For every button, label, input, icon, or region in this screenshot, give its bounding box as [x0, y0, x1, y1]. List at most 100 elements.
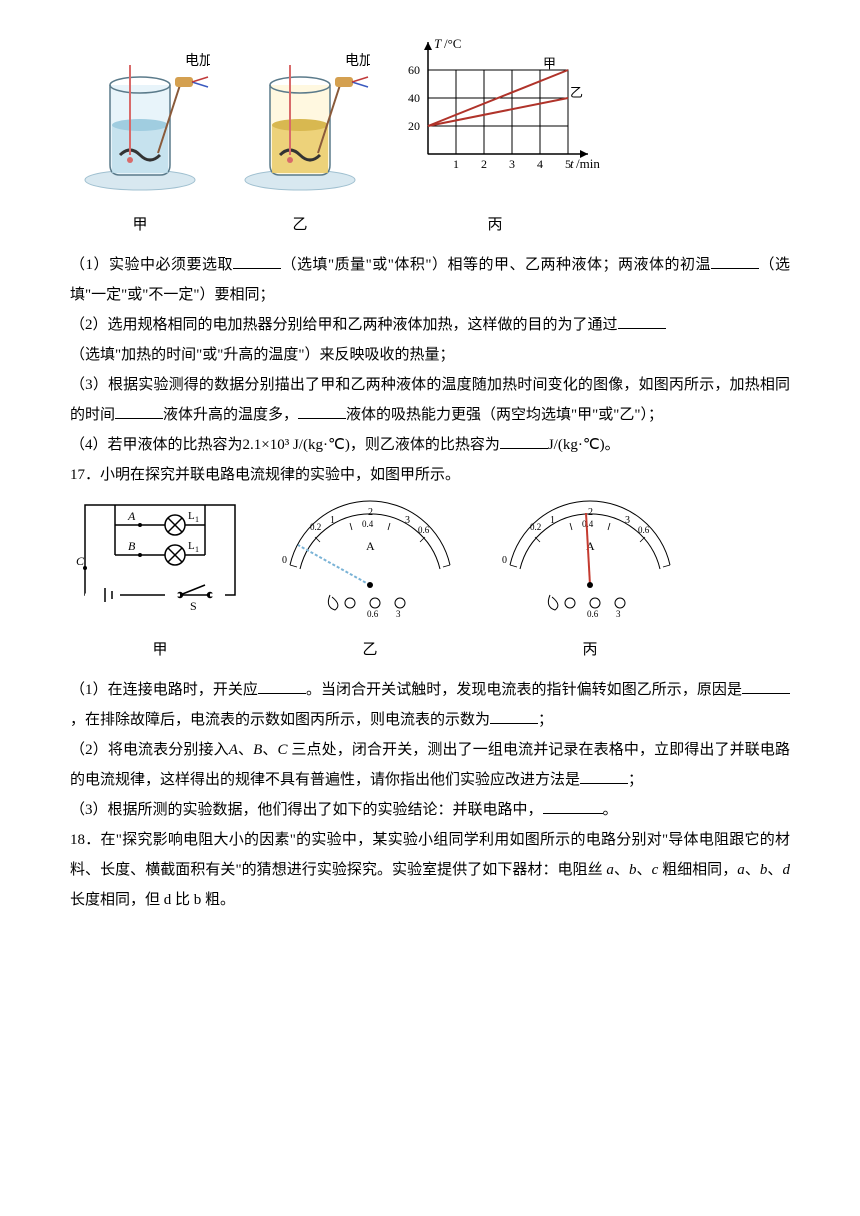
meter-yi-svg: 0 1 0.2 2 0.4 3 0.6 A 0.6 3 [270, 490, 470, 620]
q16-3b: 液体升高的温度多， [163, 407, 298, 423]
svg-text:3: 3 [509, 157, 515, 171]
meter-yi-label: 乙 [270, 635, 470, 665]
beaker-jia-label: 甲 [70, 210, 210, 240]
beaker-jia-svg: 电加热器 [70, 35, 210, 195]
q16-figures: 电加热器 甲 电加热器 乙 [70, 30, 790, 240]
blank[interactable] [742, 678, 790, 694]
beaker-yi-svg: 电加热器 [230, 35, 370, 195]
meter-bing-label: 丙 [490, 635, 690, 665]
q16-2b: （选填"加热的时间"或"升高的温度"）来反映吸收的热量； [70, 347, 455, 363]
q17-1c: ，在排除故障后，电流表的示数如图丙所示，则电流表的示数为 [70, 712, 490, 728]
svg-text:0.4: 0.4 [362, 519, 374, 529]
svg-text:S: S [190, 599, 197, 613]
svg-text:4: 4 [537, 157, 543, 171]
q16-4: （4）若甲液体的比热容为2.1×10³ J/(kg·℃)，则乙液体的比热容为J/… [70, 430, 790, 460]
blank[interactable] [115, 403, 163, 419]
svg-text:甲: 甲 [543, 56, 556, 71]
q16-3c: 液体的吸热能力更强（两空均选填"甲"或"乙"）； [346, 407, 663, 423]
svg-text:C: C [76, 554, 85, 568]
svg-text:3: 3 [396, 609, 401, 619]
blank[interactable] [490, 708, 538, 724]
graph-bing-figure: 20 40 60 1 2 3 4 5 T /°C t /min 甲 乙 [390, 30, 600, 240]
q18-c: 长度相同，但 d 比 b 粗。 [70, 892, 235, 908]
q18-intro: 18．在"探究影响电阻大小的因素"的实验中，某实验小组同学利用如图所示的电路分别… [70, 825, 790, 915]
blank[interactable] [543, 798, 603, 814]
svg-text:0.6: 0.6 [638, 525, 650, 535]
svg-text:0.2: 0.2 [530, 522, 541, 532]
q17-2a: （2）将电流表分别接入 [70, 742, 229, 758]
q17-1a: （1）在连接电路时，开关应 [70, 682, 258, 698]
beaker-jia-figure: 电加热器 甲 [70, 35, 210, 240]
svg-text:0.6: 0.6 [587, 609, 599, 619]
svg-text:/min: /min [576, 156, 600, 171]
q16-1b: （选填"质量"或"体积"）相等的甲、乙两种液体；两液体的初温 [281, 257, 711, 273]
blank[interactable] [298, 403, 346, 419]
svg-text:0.6: 0.6 [418, 525, 430, 535]
q17-1b: 。当闭合开关试触时，发现电流表的指针偏转如图乙所示，原因是 [306, 682, 742, 698]
q16-4-formula: 2.1×10³ J/(kg·℃) [243, 437, 350, 453]
svg-text:乙: 乙 [570, 85, 583, 100]
q16-text: （1）实验中必须要选取 （选填"质量"或"体积"）相等的甲、乙两种液体；两液体的初… [70, 250, 790, 310]
svg-text:3: 3 [405, 515, 410, 526]
blank[interactable] [618, 313, 666, 329]
svg-text:L: L [188, 510, 195, 522]
q16-2a: （2）选用规格相同的电加热器分别给甲和乙两种液体加热，这样做的目的为了通过 [70, 317, 618, 333]
svg-text:2: 2 [588, 507, 593, 518]
svg-text:0: 0 [282, 555, 287, 566]
heater-label-jia: 电加热器 [185, 53, 210, 69]
meter-bing-svg: 0 1 0.2 2 0.4 3 0.6 A 0.6 3 [490, 490, 690, 620]
svg-text:3: 3 [616, 609, 621, 619]
svg-text:40: 40 [408, 91, 420, 105]
svg-text:A: A [127, 509, 136, 523]
svg-text:0.4: 0.4 [582, 519, 594, 529]
svg-text:0.2: 0.2 [310, 522, 321, 532]
q16-4a: （4）若甲液体的比热容为 [70, 437, 243, 453]
svg-text:3: 3 [625, 515, 630, 526]
blank[interactable] [258, 678, 306, 694]
svg-text:60: 60 [408, 63, 420, 77]
q17-2: （2）将电流表分别接入A、B、C 三点处，闭合开关，测出了一组电流并记录在表格中… [70, 735, 790, 795]
q16-4c: J/(kg·℃)。 [548, 437, 620, 453]
q18-b: 粗细相同， [662, 862, 737, 878]
blank[interactable] [711, 253, 759, 269]
svg-text:A: A [366, 539, 375, 553]
svg-text:T: T [434, 36, 442, 51]
svg-text:1: 1 [195, 515, 199, 524]
meter-bing-figure: 0 1 0.2 2 0.4 3 0.6 A 0.6 3 丙 [490, 490, 690, 665]
svg-text:2: 2 [481, 157, 487, 171]
q17-3a: （3）根据所测的实验数据，他们得出了如下的实验结论：并联电路中， [70, 802, 543, 818]
q16-3: （3）根据实验测得的数据分别描出了甲和乙两种液体的温度随加热时间变化的图像，如图… [70, 370, 790, 430]
svg-text:1: 1 [453, 157, 459, 171]
q17-2b: ； [628, 772, 643, 788]
svg-text:2: 2 [368, 507, 373, 518]
svg-text:1: 1 [330, 515, 335, 526]
svg-text:B: B [128, 539, 136, 553]
svg-text:0.6: 0.6 [367, 609, 379, 619]
graph-bing-svg: 20 40 60 1 2 3 4 5 T /°C t /min 甲 乙 [390, 30, 600, 195]
circuit-jia-figure: A B C L1 L1 S 甲 [70, 490, 250, 665]
svg-text:0: 0 [502, 555, 507, 566]
q17-1d: ； [538, 712, 553, 728]
beaker-yi-label: 乙 [230, 210, 370, 240]
meter-yi-figure: 0 1 0.2 2 0.4 3 0.6 A 0.6 3 乙 [270, 490, 470, 665]
blank[interactable] [580, 768, 628, 784]
circuit-jia-label: 甲 [70, 635, 250, 665]
blank[interactable] [233, 253, 281, 269]
q17-intro: 17．小明在探究并联电路电流规律的实验中，如图甲所示。 [70, 460, 790, 490]
q16-1a: （1）实验中必须要选取 [70, 257, 233, 273]
q17-figures: A B C L1 L1 S 甲 [70, 490, 790, 665]
svg-text:t: t [570, 156, 574, 171]
circuit-svg: A B C L1 L1 S [70, 490, 250, 620]
q16-2: （2）选用规格相同的电加热器分别给甲和乙两种液体加热，这样做的目的为了通过 （选… [70, 310, 790, 370]
q17-3: （3）根据所测的实验数据，他们得出了如下的实验结论：并联电路中， 。 [70, 795, 790, 825]
graph-bing-label: 丙 [390, 210, 600, 240]
svg-text:1: 1 [195, 545, 199, 554]
q17-3b: 。 [603, 802, 618, 818]
svg-text:/°C: /°C [444, 36, 461, 51]
svg-text:1: 1 [550, 515, 555, 526]
blank[interactable] [500, 433, 548, 449]
heater-label-yi: 电加热器 [345, 53, 370, 69]
svg-text:20: 20 [408, 119, 420, 133]
beaker-yi-figure: 电加热器 乙 [230, 35, 370, 240]
svg-text:L: L [188, 540, 195, 552]
